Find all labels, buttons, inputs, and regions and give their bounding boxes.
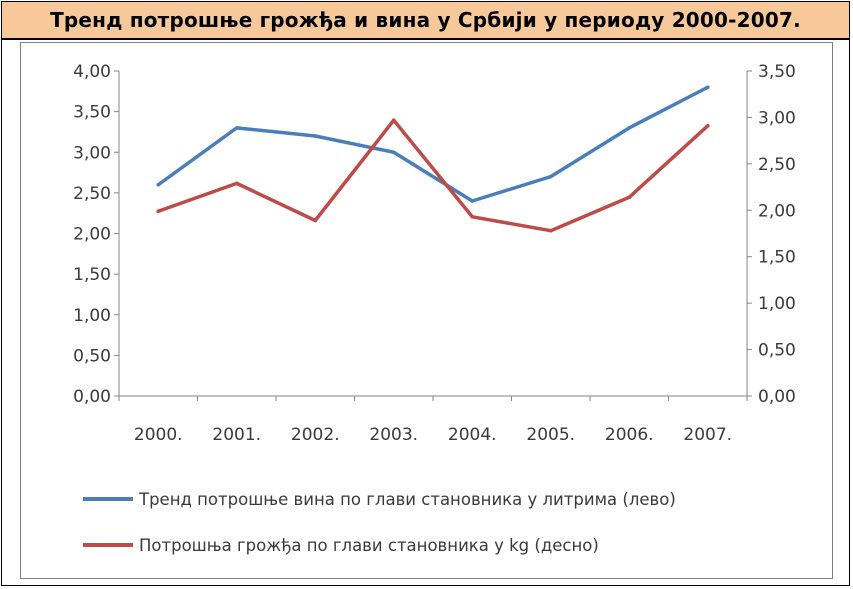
x-tick-label: 2007. (683, 425, 732, 445)
right-y-tick-label: 3,00 (758, 108, 796, 128)
data-point-series-2 (470, 214, 475, 219)
data-point-series-1 (156, 182, 161, 187)
left-y-tick-label: 1,00 (73, 306, 111, 326)
data-point-series-1 (470, 199, 475, 203)
x-tick-label: 2005. (526, 425, 575, 445)
left-y-tick-label: 0,50 (73, 346, 111, 366)
data-point-series-1 (391, 150, 396, 155)
left-y-tick-label: 2,50 (73, 184, 111, 204)
data-point-series-2 (391, 118, 396, 123)
legend-label-2: Потрошња грожђа по глави становника у kg… (139, 536, 599, 555)
title-bar: Тренд потрошње грожђа и вина у Србији у … (2, 2, 849, 40)
left-y-tick-label: 3,50 (73, 103, 111, 123)
data-point-series-2 (234, 181, 239, 186)
data-point-series-2 (548, 228, 553, 233)
x-tick-label: 2000. (134, 425, 183, 445)
page-title: Тренд потрошње грожђа и вина у Србији у … (50, 8, 801, 32)
right-y-tick-label: 0,50 (758, 341, 796, 361)
data-point-series-1 (548, 174, 553, 179)
data-point-series-1 (627, 126, 632, 130)
series-line-2 (156, 118, 710, 233)
x-tick-label: 2006. (605, 425, 654, 445)
data-point-series-2 (705, 123, 710, 128)
x-tick-label: 2002. (291, 425, 340, 445)
data-point-series-2 (627, 195, 632, 200)
right-y-tick-label: 0,00 (758, 387, 796, 407)
right-y-tick-label: 2,00 (758, 201, 796, 221)
left-y-tick-label: 4,00 (73, 62, 111, 82)
x-tick-label: 2003. (369, 425, 418, 445)
left-y-tick-label: 2,00 (73, 225, 111, 245)
left-y-tick-label: 1,50 (73, 265, 111, 285)
chart-area: 4,00 3,50 3,00 2,50 2,00 1,50 1,00 0,50 0,00 3,50… (20, 42, 833, 579)
data-point-series-1 (705, 85, 710, 90)
x-tick-label: 2001. (212, 425, 261, 445)
x-tick-label: 2004. (448, 425, 497, 445)
data-point-series-2 (156, 209, 161, 214)
data-point-series-1 (313, 134, 318, 138)
legend-label-1: Тренд потрошње вина по глави становника … (138, 490, 676, 509)
right-y-tick-label: 2,50 (758, 155, 796, 175)
right-y-tick-label: 1,00 (758, 294, 796, 314)
left-y-tick-label: 0,00 (73, 387, 111, 407)
left-y-tick-label: 3,00 (73, 143, 111, 163)
series-line-1 (156, 85, 710, 203)
right-y-tick-label: 1,50 (758, 248, 796, 268)
data-point-series-1 (234, 126, 239, 130)
data-point-series-2 (313, 218, 318, 223)
right-y-tick-label: 3,50 (758, 62, 796, 82)
line-chart: 4,00 3,50 3,00 2,50 2,00 1,50 1,00 0,50 0,00 3,50… (73, 62, 796, 555)
